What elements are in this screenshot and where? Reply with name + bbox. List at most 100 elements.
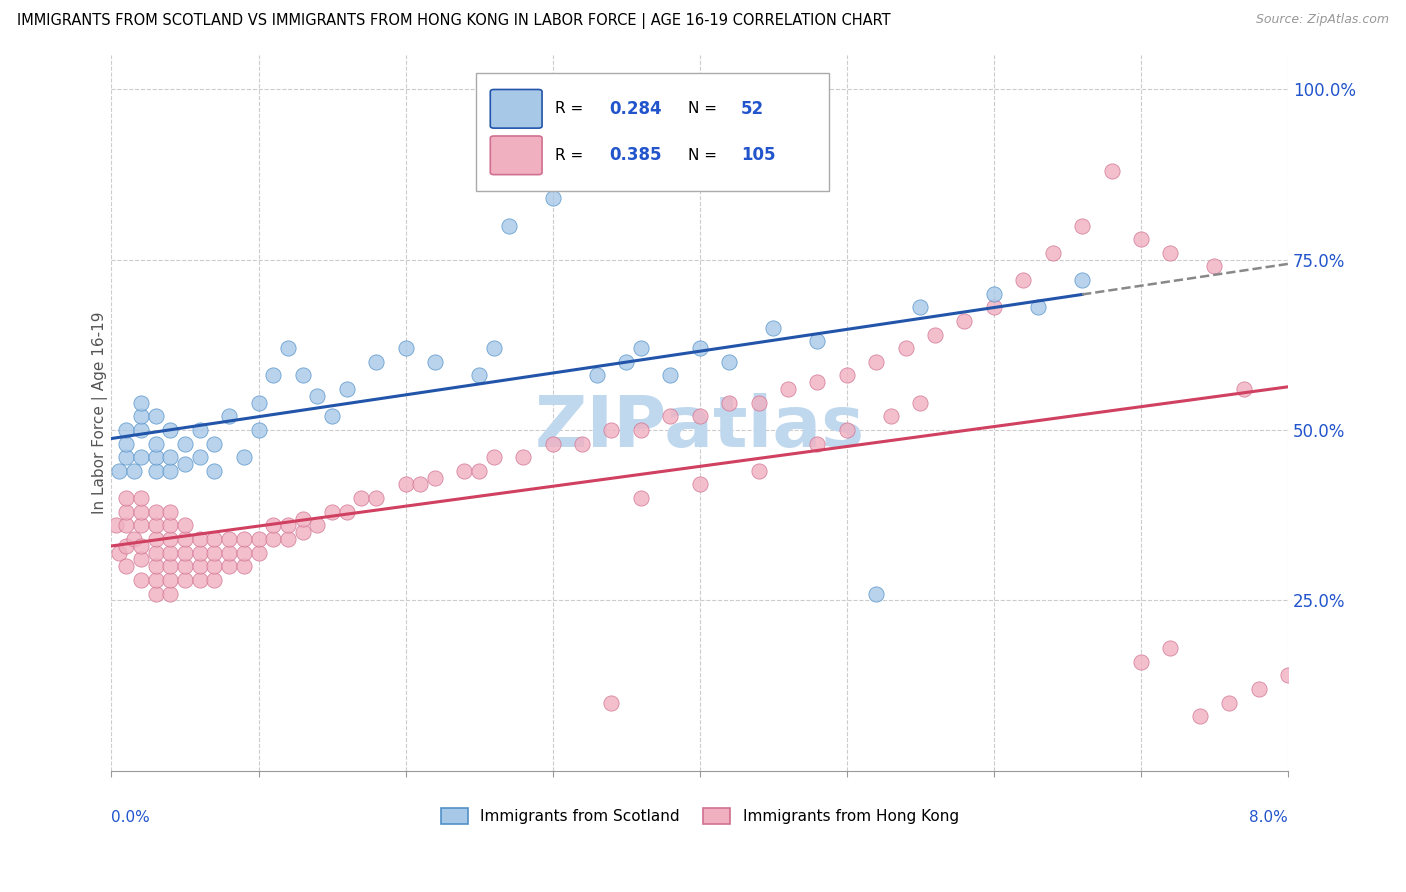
Point [366, 491, 388, 505]
Point [129, 552, 152, 566]
Point [1012, 273, 1035, 287]
Point [129, 409, 152, 424]
Point [630, 423, 652, 437]
Point [718, 395, 741, 409]
Point [291, 511, 314, 525]
Point [159, 464, 181, 478]
Point [689, 477, 711, 491]
Text: R =: R = [555, 102, 588, 116]
Point [806, 436, 828, 450]
Point [659, 368, 682, 383]
Point [159, 559, 181, 574]
FancyBboxPatch shape [491, 136, 543, 175]
Point [865, 355, 887, 369]
Point [718, 355, 741, 369]
Point [321, 505, 343, 519]
Point [277, 518, 299, 533]
Point [145, 409, 167, 424]
Point [394, 477, 416, 491]
Point [924, 327, 946, 342]
Point [188, 559, 211, 574]
Point [468, 464, 491, 478]
Point [174, 457, 197, 471]
Point [115, 491, 138, 505]
Point [115, 559, 138, 574]
Point [159, 423, 181, 437]
Point [115, 423, 138, 437]
Point [1129, 232, 1152, 246]
Point [107, 546, 129, 560]
Point [145, 573, 167, 587]
Point [188, 546, 211, 560]
Text: IMMIGRANTS FROM SCOTLAND VS IMMIGRANTS FROM HONG KONG IN LABOR FORCE | AGE 16-19: IMMIGRANTS FROM SCOTLAND VS IMMIGRANTS F… [17, 13, 890, 29]
Point [159, 450, 181, 465]
Point [145, 559, 167, 574]
Point [145, 436, 167, 450]
Point [115, 436, 138, 450]
Point [202, 532, 225, 546]
Point [115, 450, 138, 465]
Point [218, 546, 240, 560]
Y-axis label: In Labor Force | Age 16-19: In Labor Force | Age 16-19 [93, 311, 108, 514]
Point [188, 423, 211, 437]
Point [188, 532, 211, 546]
Legend: Immigrants from Scotland, Immigrants from Hong Kong: Immigrants from Scotland, Immigrants fro… [440, 808, 959, 824]
Text: ZIPatlas: ZIPatlas [534, 392, 865, 462]
Point [218, 409, 240, 424]
Text: 8.0%: 8.0% [1250, 810, 1288, 825]
Point [129, 491, 152, 505]
Point [983, 300, 1005, 314]
Point [247, 423, 270, 437]
Point [145, 532, 167, 546]
Point [129, 505, 152, 519]
Point [659, 409, 682, 424]
Point [1204, 260, 1226, 274]
Point [336, 382, 359, 396]
Point [277, 532, 299, 546]
Point [218, 559, 240, 574]
Point [188, 573, 211, 587]
Point [232, 450, 254, 465]
Text: N =: N = [688, 148, 721, 163]
Point [571, 436, 593, 450]
Point [145, 505, 167, 519]
Point [291, 368, 314, 383]
Point [762, 320, 785, 334]
Point [1129, 655, 1152, 669]
Point [806, 334, 828, 349]
Point [1026, 300, 1049, 314]
Point [247, 546, 270, 560]
Point [541, 436, 564, 450]
Point [145, 518, 167, 533]
Point [409, 477, 432, 491]
Point [174, 573, 197, 587]
Point [835, 423, 858, 437]
Point [174, 546, 197, 560]
Text: 105: 105 [741, 146, 775, 164]
Point [748, 395, 770, 409]
Point [498, 219, 520, 233]
Point [174, 559, 197, 574]
Point [910, 395, 932, 409]
Point [1042, 245, 1064, 260]
Point [321, 409, 343, 424]
Point [129, 395, 152, 409]
Point [1277, 668, 1299, 682]
Point [159, 586, 181, 600]
Point [202, 573, 225, 587]
Text: 0.284: 0.284 [609, 100, 662, 118]
Point [806, 376, 828, 390]
Point [865, 586, 887, 600]
Point [107, 464, 129, 478]
Point [262, 518, 284, 533]
Text: N =: N = [688, 102, 721, 116]
Point [291, 525, 314, 540]
Text: 52: 52 [741, 100, 763, 118]
Point [188, 450, 211, 465]
Point [122, 532, 145, 546]
Point [394, 341, 416, 355]
Point [630, 341, 652, 355]
Point [232, 546, 254, 560]
Point [776, 382, 799, 396]
Point [115, 518, 138, 533]
